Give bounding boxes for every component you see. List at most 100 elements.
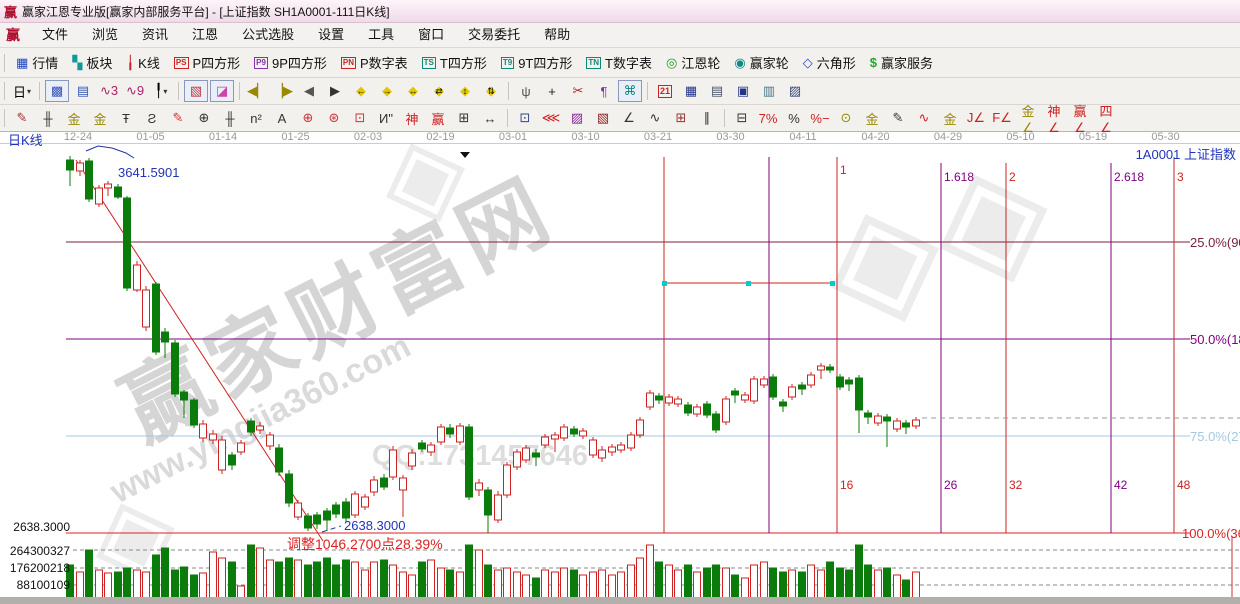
first-bar-button[interactable]: ◀▏: [245, 80, 269, 102]
grid-target-button[interactable]: ⊡: [348, 107, 372, 129]
trend-angle-button[interactable]: ∠: [617, 107, 641, 129]
9t-square-button[interactable]: T9 9T四方形: [494, 51, 580, 75]
k-marks-button[interactable]: И": [374, 107, 398, 129]
gann-count-label: 16: [840, 478, 854, 492]
hand-tool-button[interactable]: ψ: [514, 80, 538, 102]
cut-tool-button[interactable]: ✂: [566, 80, 590, 102]
t-number-table-button[interactable]: TN T数字表: [579, 51, 659, 75]
menu-公式选股[interactable]: 公式选股: [242, 27, 295, 42]
gold-angle-button[interactable]: 金∠: [1016, 104, 1040, 135]
shift-left-button[interactable]: ◆ ←: [349, 80, 373, 102]
parallel-lines-button[interactable]: ∥: [695, 107, 719, 129]
shen-tool-button[interactable]: 神: [400, 107, 424, 129]
menu-帮助[interactable]: 帮助: [544, 27, 571, 42]
grid-lines-button[interactable]: ╫: [36, 107, 60, 129]
kline-button[interactable]: ╽ K线: [119, 51, 167, 75]
wave-3-icon: ∿3: [99, 83, 119, 98]
menu-设置[interactable]: 设置: [318, 27, 345, 42]
zoom-in-y-button[interactable]: ◆ ⇅: [479, 80, 503, 102]
shift-right-button[interactable]: ◆ →: [375, 80, 399, 102]
fan-box-button[interactable]: ▧: [591, 107, 615, 129]
pen-flag-button[interactable]: ✎: [886, 107, 910, 129]
n-square-button[interactable]: n²: [244, 107, 268, 129]
j-angle-button[interactable]: J∠: [964, 107, 988, 129]
menu-窗口[interactable]: 窗口: [418, 27, 445, 42]
zoom-out-y-button[interactable]: ◆ ↕: [453, 80, 477, 102]
pattern-chart-button[interactable]: ▧: [184, 80, 208, 102]
menu-浏览[interactable]: 浏览: [92, 27, 119, 42]
t-square-button[interactable]: TS T四方形: [415, 51, 494, 75]
sync-button[interactable]: ▨: [783, 80, 807, 102]
hexagon-button[interactable]: ◇ 六角形: [796, 51, 863, 75]
wave-line-button[interactable]: ∿: [643, 107, 667, 129]
winner-wheel-button[interactable]: ◉ 赢家轮: [727, 51, 795, 75]
gold-circle-button[interactable]: ⊙: [834, 107, 858, 129]
zoom-out-x-button[interactable]: ◆ ↔: [401, 80, 425, 102]
wave-9-button[interactable]: ∿9: [123, 80, 147, 102]
date-tick: 04-29: [933, 131, 963, 143]
p-number-table-button[interactable]: PN P数字表: [334, 51, 415, 75]
wave-3-button[interactable]: ∿3: [97, 80, 121, 102]
color-chart-button[interactable]: ◪: [210, 80, 234, 102]
fibonacci-tool-button[interactable]: Ŧ: [114, 107, 138, 129]
info-panel-button[interactable]: ▤: [71, 80, 95, 102]
ruler-button[interactable]: ⊟: [730, 107, 754, 129]
f-angle-button[interactable]: F∠: [990, 107, 1014, 129]
menu-江恩[interactable]: 江恩: [192, 27, 219, 42]
ying-tool-button[interactable]: 赢: [426, 107, 450, 129]
calendar-button[interactable]: 21: [653, 80, 677, 102]
number-grid-button[interactable]: ⊞: [452, 107, 476, 129]
shen-angle-button[interactable]: 神∠: [1042, 104, 1066, 135]
window-box-button[interactable]: ⊡: [513, 107, 537, 129]
save-button[interactable]: ▣: [731, 80, 755, 102]
prev-bar-button[interactable]: ◀: [297, 80, 321, 102]
smart-tool-button[interactable]: ⌘: [618, 80, 642, 102]
ying-angle-button[interactable]: 赢∠: [1068, 104, 1092, 135]
gann-web-button[interactable]: ⊛: [322, 107, 346, 129]
percent-lines-button[interactable]: %−: [808, 107, 832, 129]
draw-knife-button[interactable]: ✎: [10, 107, 34, 129]
period-selector-button[interactable]: 日 ▾: [10, 80, 34, 102]
angle-a-button[interactable]: A: [270, 107, 294, 129]
gann-wheel-button[interactable]: ◎ 江恩轮: [659, 51, 727, 75]
spiral-tool-button[interactable]: Ƨ: [140, 107, 164, 129]
zoom-in-y-icon: ◆: [486, 83, 496, 98]
zoom-in-x-button[interactable]: ◆ ⇄: [427, 80, 451, 102]
gann-compass-button[interactable]: ⊕: [296, 107, 320, 129]
calculator-button[interactable]: ▦: [679, 80, 703, 102]
si-angle-button[interactable]: 四∠: [1094, 104, 1118, 135]
menu-文件[interactable]: 文件: [42, 27, 69, 42]
gold-lines-button[interactable]: 金: [860, 107, 884, 129]
winner-service-button[interactable]: $ 赢家服务: [863, 51, 940, 75]
grid-lines-2-button[interactable]: ╫: [218, 107, 242, 129]
9p-square-button[interactable]: P9 9P四方形: [247, 51, 334, 75]
quotes-button[interactable]: ▦ 行情: [9, 51, 65, 75]
menu-资讯[interactable]: 资讯: [142, 27, 169, 42]
last-bar-icon: ▕▶: [273, 83, 293, 98]
h-measure-button[interactable]: ↔: [478, 107, 502, 129]
percent-7-button[interactable]: 7%: [756, 107, 780, 129]
p-square-button[interactable]: PS P四方形: [167, 51, 247, 75]
speed-rays-button[interactable]: ⋘: [539, 107, 563, 129]
golden-section-1-button[interactable]: 金: [62, 107, 86, 129]
circle-3-button[interactable]: ⊕: [192, 107, 216, 129]
next-bar-button[interactable]: ▶: [323, 80, 347, 102]
gann-box-button[interactable]: ▨: [565, 107, 589, 129]
candle-style-button[interactable]: ╿ ▾: [149, 80, 173, 102]
notes-tool-button[interactable]: ¶: [592, 80, 616, 102]
window-layout-button[interactable]: ▩: [45, 80, 69, 102]
wave-a-button[interactable]: ∿: [912, 107, 936, 129]
knife-2-button[interactable]: ✎: [166, 107, 190, 129]
gold-underline-button[interactable]: 金: [938, 107, 962, 129]
golden-section-2-button[interactable]: 金: [88, 107, 112, 129]
notepad-button[interactable]: ▤: [705, 80, 729, 102]
watermark-logo-1: ◈◈: [797, 117, 1073, 355]
sectors-button[interactable]: ▚ 板块: [65, 51, 119, 75]
crosshair-tool-button[interactable]: +: [540, 80, 564, 102]
price-grid-button[interactable]: ⊞: [669, 107, 693, 129]
menu-工具[interactable]: 工具: [368, 27, 395, 42]
percent-button[interactable]: %: [782, 107, 806, 129]
last-bar-button[interactable]: ▕▶: [271, 80, 295, 102]
menu-交易委托[interactable]: 交易委托: [468, 27, 521, 42]
export-button[interactable]: ▥: [757, 80, 781, 102]
